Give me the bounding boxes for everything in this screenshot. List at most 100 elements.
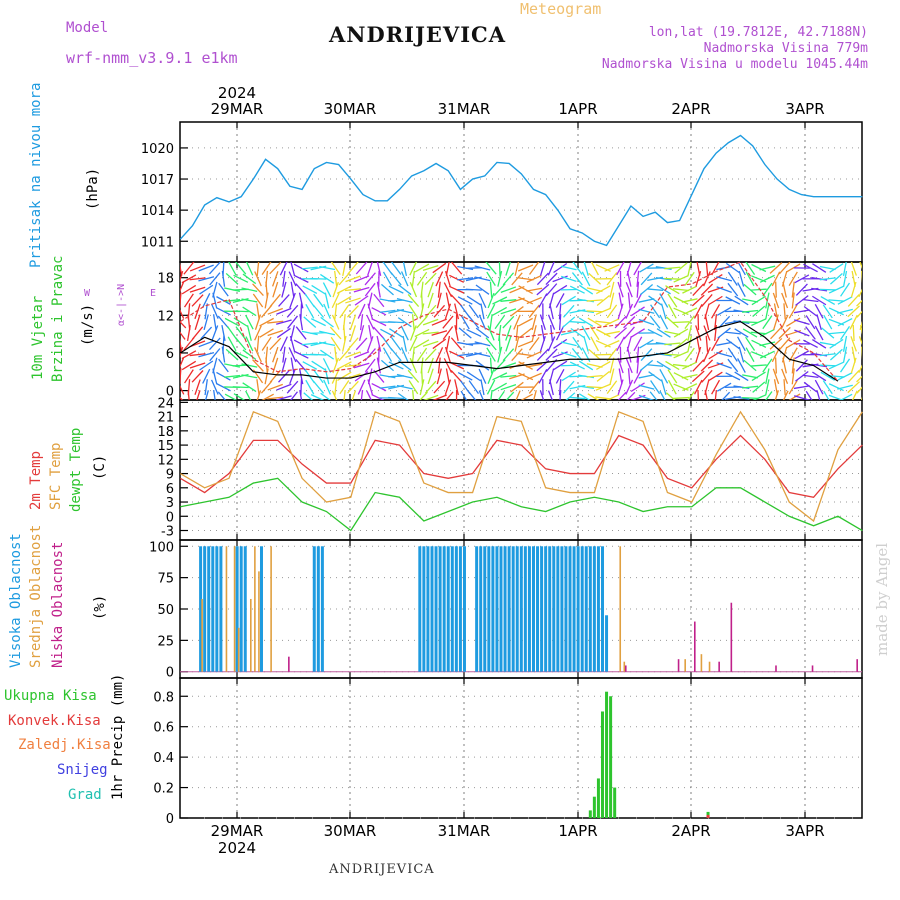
wind-arrow	[819, 277, 836, 281]
wind-arrow	[485, 337, 497, 351]
wind-arrow	[716, 341, 733, 346]
wind-arrow	[416, 347, 428, 362]
wind-arrow	[851, 390, 858, 400]
wind-arrow	[558, 379, 562, 396]
wind-arrow	[553, 284, 568, 295]
precip-frozen-label: Zaledj.Kisa	[18, 737, 111, 753]
cloud-bar	[434, 546, 438, 672]
wind-arrow	[545, 283, 558, 297]
wind-arrow	[407, 369, 420, 383]
wind-arrow	[454, 303, 460, 320]
y-tick-label: 100	[149, 540, 174, 555]
wind-arrow	[617, 379, 624, 395]
wind-arrow	[347, 380, 359, 394]
wind-arrow	[500, 286, 517, 294]
wind-arrow	[184, 369, 194, 384]
wind-arrow	[727, 271, 738, 286]
y-tick-label: 24	[157, 396, 174, 411]
cloud-bar	[442, 546, 446, 672]
wind-arrow	[618, 368, 623, 385]
wind-arrow	[710, 304, 721, 319]
wind-arrow	[656, 360, 671, 371]
wind-arrow	[355, 337, 368, 351]
wind-arrow	[498, 335, 501, 352]
wind-arrow	[502, 348, 515, 362]
wind-arrow	[276, 383, 292, 391]
wind-arrow	[850, 336, 857, 352]
wind-arrow	[664, 330, 681, 336]
wind-arrow	[497, 346, 503, 363]
wind-arrow	[851, 346, 856, 363]
wind-arrow	[847, 370, 860, 383]
top-date-label: 3APR	[785, 100, 824, 118]
wind-arrow	[408, 304, 419, 319]
wind-arrow	[794, 395, 810, 400]
wind-arrow	[695, 270, 702, 287]
wind-arrow	[486, 347, 496, 362]
wind-arrow	[457, 341, 474, 346]
wind-arrow	[742, 321, 759, 324]
wind-arrow	[782, 357, 787, 374]
wind-arrow	[553, 360, 568, 371]
wind-arrow	[422, 264, 439, 272]
wind-arrow	[742, 374, 759, 379]
bottom-date-label: 30MAR	[324, 822, 377, 840]
lonlat-label: lon,lat (19.7812E, 42.7188N)	[648, 25, 868, 40]
precip-bar	[600, 711, 604, 818]
wind-arrow	[773, 379, 779, 396]
wind-arrow	[704, 314, 710, 331]
wind-arrow	[450, 262, 463, 275]
wind-arrow	[337, 295, 352, 306]
wind-arrow	[774, 390, 779, 400]
wind-arrow	[492, 296, 508, 305]
wind-arrow	[457, 372, 473, 381]
wind-arrow	[828, 331, 845, 335]
temp-line	[180, 477, 863, 532]
wind-arrow	[210, 303, 219, 319]
wind-arrow	[402, 335, 408, 352]
wind-arrow	[235, 326, 247, 340]
footer-station: ANDRIJEVICA	[329, 862, 435, 877]
wind-arrow	[788, 271, 798, 287]
wind-arrow	[596, 370, 610, 382]
wind-arrow	[332, 357, 339, 374]
cloud-bar	[199, 546, 203, 672]
wind-arrow	[626, 270, 632, 287]
wind-arrow	[436, 292, 442, 309]
wind-arrow	[304, 293, 315, 308]
wind-arrow	[759, 274, 775, 283]
wind-arrow	[785, 263, 801, 273]
wind-arrow	[221, 346, 226, 363]
wind-arrow	[639, 359, 654, 372]
wind-arrow	[432, 262, 447, 274]
cloud-bar	[576, 546, 580, 672]
wind-arrow	[536, 348, 549, 361]
wind-arrow	[443, 358, 453, 373]
wind-arrow	[216, 371, 231, 381]
wind-arrow	[518, 327, 533, 339]
wind-arrow	[695, 325, 702, 341]
cloud-bar	[730, 602, 733, 672]
wind-arrow	[180, 346, 184, 358]
elevation-label: Nadmorska Visina 779m	[703, 41, 868, 56]
wind-arrow	[578, 317, 594, 327]
wind-arrow	[338, 272, 351, 286]
wind-arrow	[460, 390, 468, 400]
wind-arrow	[298, 292, 304, 309]
cloud-bar	[438, 546, 442, 672]
wind-arrow	[354, 371, 369, 382]
wind-arrow	[202, 293, 211, 308]
wind-arrow	[770, 326, 782, 340]
wind-arrow	[583, 262, 589, 276]
wind-arrow	[716, 265, 733, 271]
wind-arrow	[630, 306, 645, 317]
wind-arrow	[569, 320, 586, 324]
wind-arrow	[353, 362, 370, 369]
wind-arrow	[319, 341, 336, 347]
wind-arrow	[828, 374, 845, 378]
wind-compass-w: W	[84, 288, 91, 299]
precip-conv-label: Konvek.Kisa	[8, 713, 101, 729]
wind-arrow	[358, 325, 365, 341]
wind-arrow	[638, 298, 655, 303]
wind-arrow	[695, 346, 702, 363]
